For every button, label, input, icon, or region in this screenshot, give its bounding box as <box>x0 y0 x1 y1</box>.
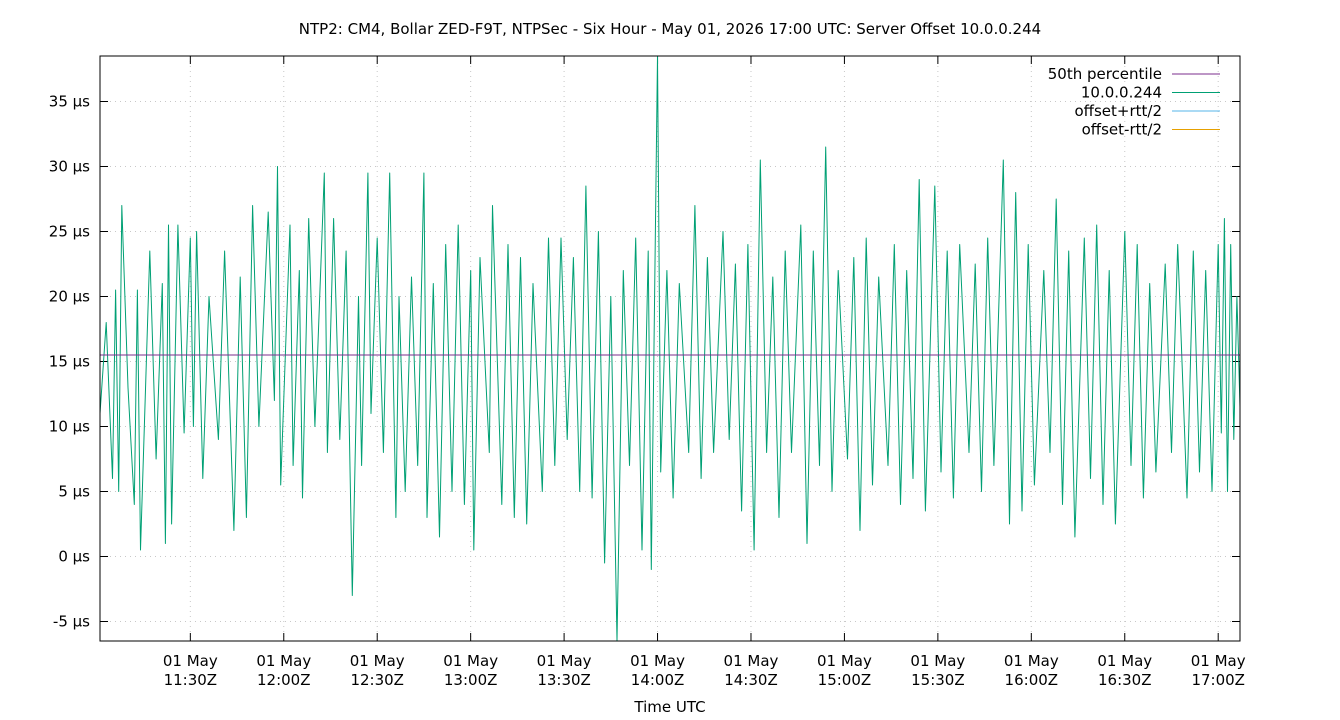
x-tick-time-label: 11:30Z <box>164 671 218 689</box>
x-tick-time-label: 13:00Z <box>444 671 498 689</box>
y-tick-label: 15 µs <box>49 353 90 371</box>
legend: 50th percentile10.0.0.244offset+rtt/2off… <box>1048 65 1220 139</box>
grid-lines <box>100 56 1240 641</box>
x-tick-time-label: 14:30Z <box>724 671 778 689</box>
x-tick-date-label: 01 May <box>1004 652 1059 670</box>
y-axis-ticks: -5 µs 0 µs 5 µs 10 µs 15 µs 20 µs 25 µs 30 µs 35… <box>49 93 1240 631</box>
y-tick-label: -5 µs <box>53 613 90 631</box>
plot-frame <box>99 55 1241 642</box>
x-tick-date-label: 01 May <box>256 652 311 670</box>
y-tick-label: 20 µs <box>49 288 90 306</box>
chart-title: NTP2: CM4, Bollar ZED-F9T, NTPSec - Six … <box>299 20 1041 38</box>
series-layer <box>100 56 1240 641</box>
y-tick-label: 0 µs <box>58 548 90 566</box>
x-tick-time-label: 16:00Z <box>1005 671 1059 689</box>
x-tick-date-label: 01 May <box>350 652 405 670</box>
x-tick-time-label: 12:00Z <box>257 671 311 689</box>
x-tick-time-label: 13:30Z <box>537 671 591 689</box>
x-tick-time-label: 15:00Z <box>818 671 872 689</box>
x-tick-time-label: 14:00Z <box>631 671 685 689</box>
y-tick-label: 25 µs <box>49 223 90 241</box>
x-tick-date-label: 01 May <box>163 652 218 670</box>
y-tick-label: 35 µs <box>49 93 90 111</box>
x-tick-time-label: 15:30Z <box>911 671 965 689</box>
x-tick-date-label: 01 May <box>537 652 592 670</box>
x-tick-date-label: 01 May <box>910 652 965 670</box>
x-tick-time-label: 17:00Z <box>1191 671 1245 689</box>
series-line-1 <box>100 56 1240 641</box>
x-tick-date-label: 01 May <box>630 652 685 670</box>
x-axis-label: Time UTC <box>633 698 705 716</box>
y-tick-label: 5 µs <box>58 483 90 501</box>
x-tick-date-label: 01 May <box>443 652 498 670</box>
x-tick-time-label: 16:30Z <box>1098 671 1152 689</box>
x-tick-date-label: 01 May <box>1097 652 1152 670</box>
legend-label: 10.0.0.244 <box>1081 84 1162 102</box>
legend-label: offset+rtt/2 <box>1074 102 1162 120</box>
x-tick-date-label: 01 May <box>817 652 872 670</box>
legend-label: offset-rtt/2 <box>1082 121 1162 139</box>
y-tick-label: 10 µs <box>49 418 90 436</box>
x-tick-date-label: 01 May <box>1191 652 1246 670</box>
legend-label: 50th percentile <box>1048 65 1162 83</box>
x-tick-time-label: 12:30Z <box>350 671 404 689</box>
x-tick-date-label: 01 May <box>724 652 779 670</box>
y-tick-label: 30 µs <box>49 158 90 176</box>
